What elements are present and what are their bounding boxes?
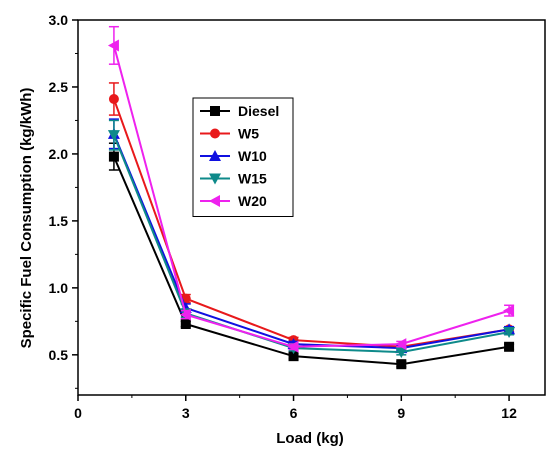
y-axis-title: Specific Fuel Consumption (kg/kWh) — [18, 88, 35, 349]
legend-marker-W10 — [209, 150, 221, 161]
legend-item-W10: W10 — [200, 148, 267, 164]
legend: Diesel W5 W10 W15 W20 — [192, 97, 294, 217]
y-tick-label-0: 0.5 — [49, 347, 69, 363]
data-point-W15-3 — [395, 347, 408, 359]
plot-border — [77, 19, 546, 396]
x-axis: 0 3 6 9 12 — [74, 395, 517, 421]
data-point-W15-0 — [107, 130, 120, 142]
data-point-W20-3 — [395, 338, 407, 351]
x-tick-label-3: 9 — [397, 405, 405, 421]
series-line-W15 — [112, 134, 510, 354]
series-line-W5 — [112, 98, 510, 348]
series-layer — [107, 25, 516, 370]
data-point-W20-4 — [503, 304, 515, 317]
series-W5 — [108, 82, 515, 352]
legend-marker-W5 — [210, 128, 220, 139]
data-point-W20-0 — [107, 39, 119, 52]
series-W20 — [107, 25, 515, 353]
legend-label-W10: W10 — [238, 148, 267, 164]
series-W10 — [107, 118, 516, 354]
x-tick-label-1: 3 — [182, 405, 190, 421]
plot-frame — [77, 19, 546, 396]
x-tick-label-4: 12 — [501, 405, 517, 421]
y-tick-label-4: 2.5 — [49, 79, 69, 95]
series-W15 — [107, 119, 516, 359]
legend-label-W5: W5 — [238, 126, 259, 142]
y-tick-label-3: 2.0 — [49, 146, 69, 162]
data-point-W5-0 — [108, 94, 119, 105]
legend-box — [192, 97, 294, 217]
data-point-Diesel-1 — [180, 319, 191, 330]
y-tick-label-1: 1.0 — [49, 280, 69, 296]
y-axis: 0.5 1.0 1.5 2.0 2.5 3.0 — [49, 12, 78, 389]
legend-marker-W20 — [209, 195, 220, 207]
legend-item-W15: W15 — [200, 171, 267, 187]
data-point-W20-1 — [179, 308, 191, 321]
y-tick-label-2: 1.5 — [49, 213, 69, 229]
legend-label-Diesel: Diesel — [238, 103, 279, 119]
x-tick-label-2: 6 — [290, 405, 298, 421]
data-point-Diesel-3 — [396, 359, 407, 370]
legend-label-W20: W20 — [238, 193, 267, 209]
legend-item-W20: W20 — [200, 193, 267, 209]
series-line-W10 — [112, 133, 510, 350]
data-point-W15-4 — [503, 327, 516, 339]
data-point-Diesel-2 — [288, 351, 299, 362]
data-point-Diesel-4 — [504, 341, 515, 352]
legend-item-Diesel: Diesel — [200, 103, 279, 119]
data-point-W20-2 — [287, 340, 299, 353]
series-line-Diesel — [113, 156, 510, 366]
series-line-W20 — [112, 45, 510, 348]
x-axis-title: Load (kg) — [276, 430, 344, 447]
series-Diesel — [108, 142, 515, 370]
legend-item-W5: W5 — [200, 126, 259, 142]
legend-marker-Diesel — [210, 106, 220, 116]
legend-label-W15: W15 — [238, 171, 267, 187]
legend-marker-W15 — [209, 173, 221, 185]
x-tick-label-0: 0 — [74, 405, 82, 421]
data-point-Diesel-0 — [108, 151, 119, 162]
y-tick-label-5: 3.0 — [49, 12, 69, 28]
